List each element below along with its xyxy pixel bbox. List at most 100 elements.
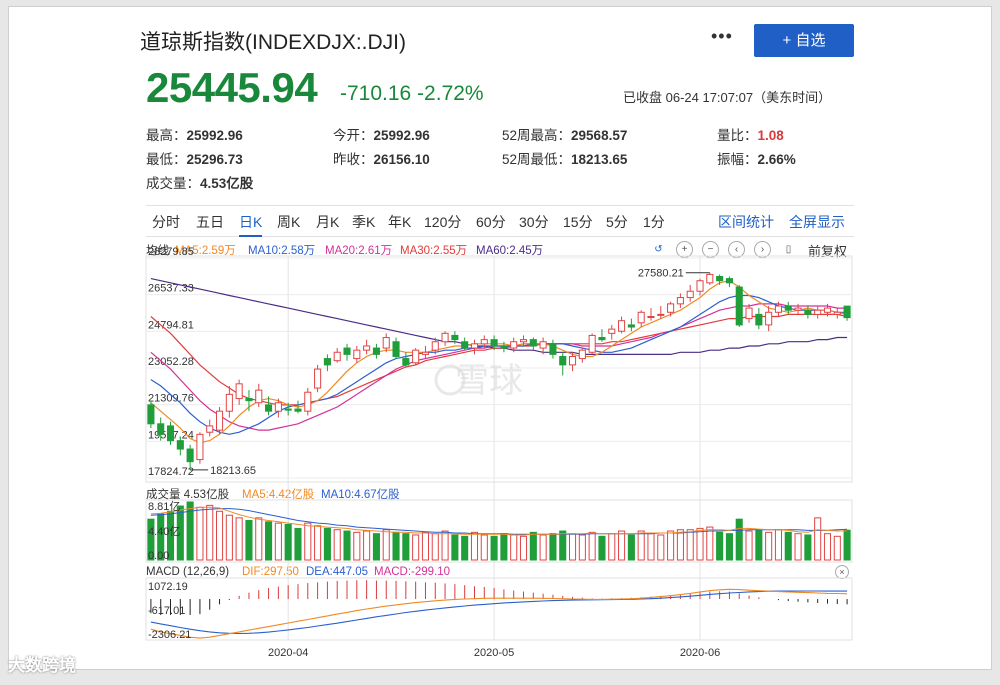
candle [480,339,488,345]
adjust-mode[interactable]: 前复权 [808,244,848,259]
tab-weekly-k[interactable]: 周K [277,214,301,230]
more-icon[interactable]: ••• [711,26,733,46]
candle [608,328,616,334]
candle [549,343,557,355]
volume-bar [833,535,841,561]
volume-bar [637,530,645,561]
tab-30min[interactable]: 30分 [519,214,549,230]
x-tick-label: 2020-04 [268,647,308,659]
stat-52w-low: 52周最低：18213.65 [502,148,627,168]
candle [735,286,743,326]
price-tick-label: 21309.76 [148,393,194,405]
stat-value: 26156.10 [373,152,430,167]
price-tick-label: 28279.85 [148,246,194,258]
macd-dea-line [150,590,848,635]
candle [431,341,439,351]
tab-15min[interactable]: 15分 [563,214,593,230]
tab-monthly-k[interactable]: 月K [316,214,340,230]
candle [627,324,635,328]
volume-bar [774,529,782,561]
volume-bar [294,527,302,561]
min-annotation: 18213.65 [210,465,256,477]
tab-5day[interactable]: 五日 [196,214,224,230]
tab-60min[interactable]: 60分 [476,214,506,230]
candle [774,305,782,313]
stat-value: 1.08 [757,128,784,143]
stat-label: 量比： [717,128,758,143]
candle [343,347,351,355]
range-stats-link[interactable]: 区间统计 [718,214,774,230]
volume-tick-label: 8.81亿 [148,500,180,513]
tab-quarterly-k[interactable]: 季K [352,214,376,230]
candle [451,334,459,341]
volume-bar [519,535,528,561]
volume-bar [274,522,282,561]
volume-bar [804,534,812,561]
candle [765,311,773,326]
volume-bar [480,534,488,561]
candle [539,341,547,349]
stat-value: 25296.73 [186,152,243,167]
stat-amplitude: 振幅：2.66% [717,148,796,168]
volume-bar [461,535,469,561]
candle [461,341,469,349]
volume-bar [382,529,390,561]
candle [323,358,331,366]
volume-bar [470,531,479,561]
candle [647,315,655,318]
candle [265,404,273,412]
stat-prev-close: 昨收：26156.10 [333,148,430,168]
candle [176,440,184,450]
panel-border [145,255,853,483]
price-tick-label: 26537.33 [148,283,194,295]
stat-label: 振幅： [717,152,758,167]
candle [510,341,518,349]
fullscreen-link[interactable]: 全屏显示 [789,214,845,230]
volume-bar [392,531,400,561]
volume-bar [304,522,312,561]
macd-dif-line [150,588,848,639]
ma10-line [150,294,848,435]
add-watchlist-button[interactable]: + 自选 [754,24,854,57]
macd-dif-legend: DIF:297.50 [242,566,299,578]
price-tick-label: 17824.72 [148,466,194,478]
volume-bar [225,514,233,561]
volume-bar [647,533,655,561]
volume-bar [490,535,498,561]
candle [382,337,390,349]
candle [216,410,224,431]
volume-bar [549,533,557,561]
volume-bar [618,530,626,561]
tab-1min[interactable]: 1分 [643,214,665,230]
volume-bar [725,533,733,561]
volume-bar [147,518,155,561]
candle [304,391,312,412]
tab-120min[interactable]: 120分 [424,214,462,230]
price-tick-label: 24794.81 [148,319,194,331]
ma30-legend: MA30:2.55万 [400,245,468,257]
panel-border [145,577,853,641]
candle [225,393,233,412]
macd-tick-label: -2306.21 [148,629,191,641]
tab-daily-k[interactable]: 日K [239,212,263,237]
volume-bar [539,534,547,561]
volume-bar [441,530,449,561]
market-status: 已收盘 06-24 17:07:07（美东时间） [623,90,832,105]
tab-5min[interactable]: 5分 [606,214,628,230]
candle [755,313,763,326]
candle [745,307,753,320]
tab-yearly-k[interactable]: 年K [388,214,412,230]
candle [402,358,410,366]
volume-bar [353,531,361,561]
tab-intraday[interactable]: 分时 [152,214,180,230]
volume-bar [157,513,165,561]
volume-bar [216,510,224,561]
stat-open: 今开：25992.96 [333,124,430,144]
volume-bar [814,517,822,561]
stat-label: 昨收： [333,152,374,167]
volume-bar [706,526,714,561]
candle [696,280,704,292]
volume-bar [627,534,635,561]
candle [147,404,155,425]
